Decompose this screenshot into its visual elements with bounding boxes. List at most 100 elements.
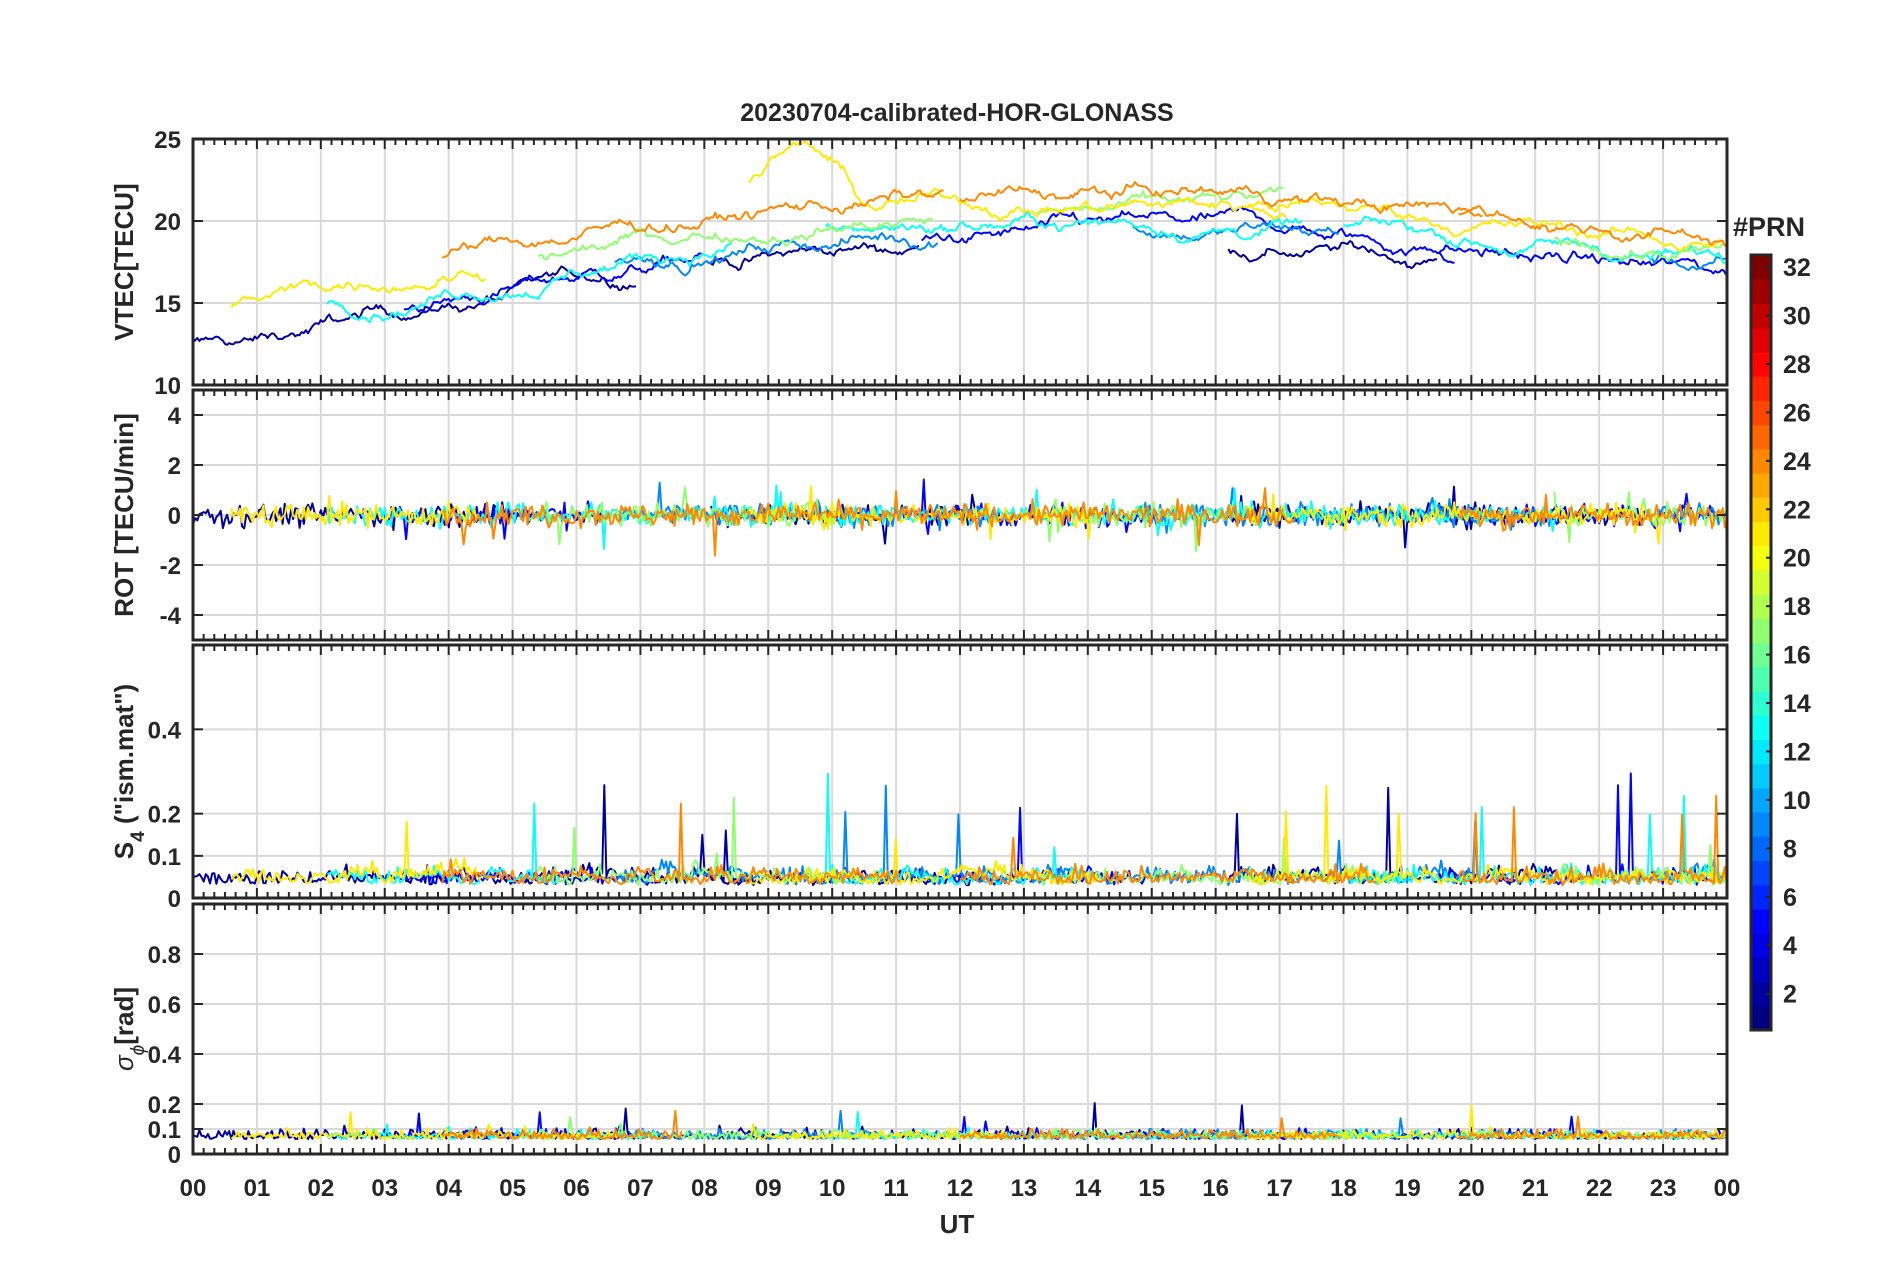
colorbar-tick-label: 4	[1783, 932, 1797, 960]
colorbar-swatch	[1751, 521, 1771, 547]
series-line-prn-21	[230, 1111, 620, 1140]
y-tick-label: 0.2	[148, 1092, 181, 1119]
y-tick-label: 20	[154, 209, 181, 236]
colorbar-tick-label: 14	[1783, 690, 1811, 718]
colorbar-tick-label: 24	[1783, 448, 1811, 476]
colorbar-swatch	[1751, 836, 1771, 862]
x-tick-label: 19	[1394, 1175, 1421, 1202]
y-tick-label: 15	[154, 291, 181, 318]
series-line-prn-21	[1246, 197, 1727, 252]
series-line-prn-24	[1457, 1115, 1727, 1140]
chart-title: 20230704-calibrated-HOR-GLONASS	[740, 99, 1173, 127]
colorbar-swatch	[1751, 642, 1771, 668]
y-axis-label-rest: [rad]	[109, 987, 139, 1045]
series-line-prn-21	[1246, 493, 1671, 545]
y-tick-label: 4	[168, 403, 182, 430]
colorbar-tick-label: 8	[1783, 835, 1797, 863]
x-tick-label: 05	[499, 1175, 526, 1202]
colorbar-swatch	[1751, 933, 1771, 958]
colorbar-tick-label: 6	[1783, 884, 1797, 912]
x-tick-label: 02	[307, 1175, 334, 1202]
series-line-prn-21	[748, 837, 1099, 886]
series-line-prn-2	[1227, 240, 1438, 270]
series-group	[193, 478, 1727, 557]
y-tick-label: 0.1	[148, 1117, 181, 1144]
y-axis-label-subscript: ϕ	[128, 1045, 149, 1056]
series-line-prn-5	[1438, 244, 1727, 276]
colorbar-tick-label: 18	[1783, 593, 1811, 621]
series-line-prn-2	[710, 242, 920, 272]
x-tick-label: 04	[435, 1175, 462, 1202]
colorbar-swatch	[1751, 1005, 1771, 1031]
y-tick-label: 0	[168, 886, 181, 913]
colorbar-swatch	[1751, 400, 1771, 426]
y-axis-label: ROT [TECU/min]	[109, 413, 139, 617]
series-line-prn-5	[920, 478, 1160, 535]
x-tick-label: 11	[883, 1175, 908, 1202]
colorbar-tick-label: 10	[1783, 787, 1811, 815]
series-group	[193, 772, 1727, 887]
colorbar-swatch	[1751, 594, 1771, 619]
x-tick-label: 16	[1202, 1175, 1229, 1202]
colorbar-swatch	[1751, 690, 1771, 716]
x-tick-label: 20	[1458, 1175, 1485, 1202]
series-line-prn-2	[193, 501, 531, 532]
y-tick-label: 0.6	[148, 992, 181, 1019]
x-tick-labels: 00 01 02 03 04 05 06 07 08 09 10 11 12 13 14 15 16 17 18 19…	[180, 1175, 1741, 1202]
colorbar-swatch	[1751, 424, 1771, 450]
colorbar-swatch	[1751, 860, 1771, 886]
colorbar-swatch	[1751, 303, 1771, 329]
x-tick-label: 13	[1011, 1175, 1038, 1202]
series-line-prn-17	[1036, 1127, 1395, 1140]
colorbar-swatch	[1751, 327, 1771, 353]
y-tick-label: 0.4	[148, 717, 182, 744]
colorbar-swatch	[1751, 981, 1771, 1007]
y-axis-label-subscript: 4	[128, 831, 149, 842]
y-tick-label: 2	[168, 453, 181, 480]
panel-sigma_phi: 00.10.2 0.4 0.6 0.8 σϕ[rad]	[109, 902, 1729, 1169]
colorbar-tick-label: 20	[1783, 545, 1811, 573]
colorbar-tick-label: 28	[1783, 351, 1811, 379]
series-line-prn-9	[614, 232, 939, 277]
series-line-prn-17	[537, 217, 933, 261]
series-line-prn-24	[959, 487, 1296, 547]
series-line-prn-21	[230, 269, 487, 309]
colorbar-swatch	[1751, 666, 1771, 692]
y-tick-label: 25	[154, 127, 181, 154]
panel-vtec: 10 15 20 25 VTEC[TECU]	[109, 127, 1729, 400]
series-line-prn-21	[748, 141, 1287, 222]
x-axis-label: UT	[940, 1209, 975, 1239]
y-axis-label-rest: ("ism.mat")	[109, 684, 139, 831]
y-axis-label: VTEC[TECU]	[109, 183, 139, 340]
series-line-prn-21	[1247, 784, 1727, 886]
series-line-prn-24	[442, 1109, 683, 1140]
colorbar-swatch	[1751, 812, 1771, 837]
series-line-prn-13	[824, 211, 1303, 244]
colorbar-swatch	[1751, 957, 1771, 983]
colorbar-swatch	[1751, 448, 1771, 474]
y-tick-label: 0	[168, 503, 181, 530]
colorbar-swatch	[1751, 715, 1771, 740]
series-line-prn-21	[230, 820, 483, 885]
series-group	[193, 1102, 1727, 1140]
colorbar-swatch	[1751, 739, 1771, 765]
y-axis-label-main: S	[109, 842, 139, 859]
y-axis-label: S4 ("ism.mat")	[109, 684, 149, 859]
colorbar-tick-label: 32	[1783, 254, 1811, 282]
series-line-prn-13	[1343, 215, 1726, 265]
colorbar-swatch	[1751, 787, 1771, 813]
y-tick-label: 0.2	[148, 802, 181, 829]
colorbar-tick-label: 2	[1783, 981, 1797, 1009]
x-tick-label: 22	[1586, 1175, 1613, 1202]
x-tick-label: 23	[1650, 1175, 1677, 1202]
series-line-prn-24	[1457, 493, 1727, 532]
x-tick-label: 03	[371, 1175, 398, 1202]
x-tick-label: 07	[627, 1175, 654, 1202]
colorbar-swatch	[1751, 351, 1771, 377]
colorbar-swatch	[1751, 376, 1771, 401]
x-tick-label: 15	[1138, 1175, 1165, 1202]
colorbar-tick-label: 22	[1783, 496, 1811, 524]
colorbar-swatch	[1751, 884, 1771, 910]
x-tick-label: 12	[947, 1175, 974, 1202]
panel-s4: 00.10.20.4S4 ("ism.mat")	[109, 643, 1729, 913]
